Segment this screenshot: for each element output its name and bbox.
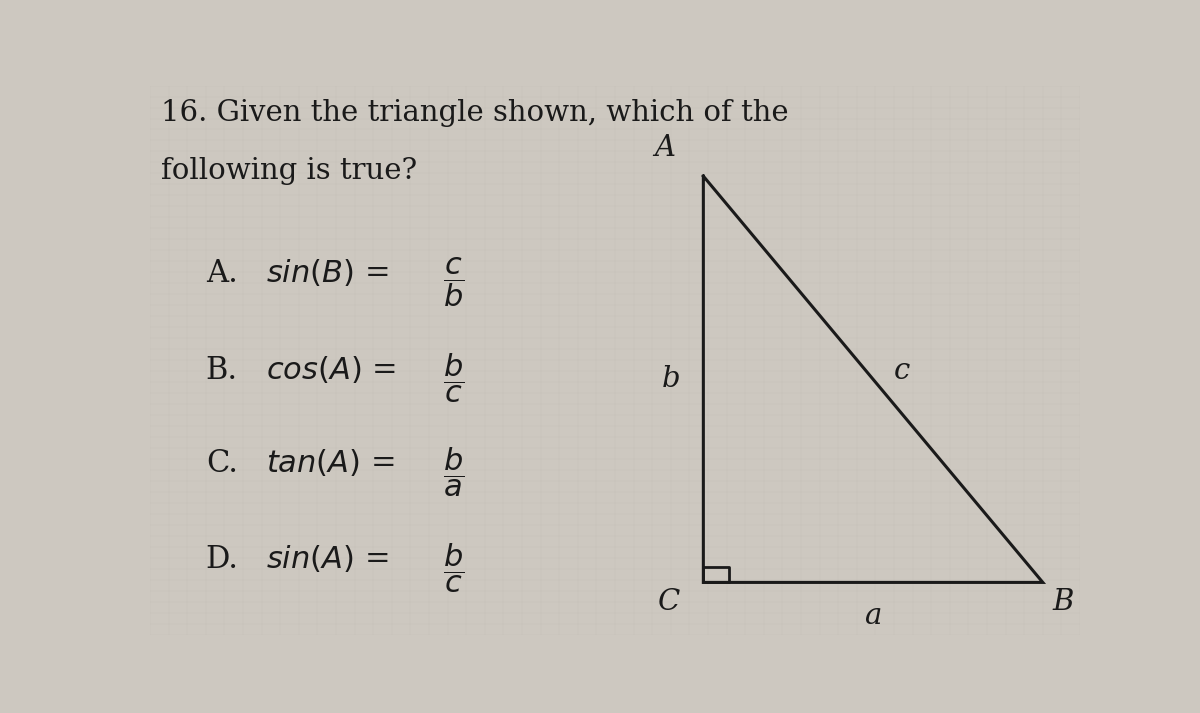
Text: A: A: [654, 135, 676, 163]
Text: B.: B.: [206, 354, 238, 386]
Text: following is true?: following is true?: [161, 157, 418, 185]
Text: 16. Given the triangle shown, which of the: 16. Given the triangle shown, which of t…: [161, 99, 788, 128]
Text: $\mathit{sin(A)}$ =: $\mathit{sin(A)}$ =: [266, 544, 389, 575]
Text: b: b: [661, 365, 680, 394]
Text: $\dfrac{\mathit{c}}{\mathit{b}}$: $\dfrac{\mathit{c}}{\mathit{b}}$: [443, 256, 464, 309]
Text: $\mathit{tan(A)}$ =: $\mathit{tan(A)}$ =: [266, 448, 395, 479]
Text: a: a: [864, 602, 882, 630]
Text: B: B: [1052, 588, 1074, 616]
Text: $\dfrac{\mathit{b}}{\mathit{a}}$: $\dfrac{\mathit{b}}{\mathit{a}}$: [443, 445, 464, 498]
Text: $\mathit{sin(B)}$ =: $\mathit{sin(B)}$ =: [266, 259, 389, 289]
Text: D.: D.: [206, 544, 239, 575]
Text: C: C: [658, 588, 680, 616]
Text: $\mathit{cos(A)}$ =: $\mathit{cos(A)}$ =: [266, 354, 396, 386]
Text: A.: A.: [206, 259, 238, 289]
Text: $\dfrac{\mathit{b}}{\mathit{c}}$: $\dfrac{\mathit{b}}{\mathit{c}}$: [443, 352, 464, 406]
Text: C.: C.: [206, 448, 238, 479]
Text: $\dfrac{\mathit{b}}{\mathit{c}}$: $\dfrac{\mathit{b}}{\mathit{c}}$: [443, 541, 464, 595]
Text: c: c: [894, 357, 910, 385]
